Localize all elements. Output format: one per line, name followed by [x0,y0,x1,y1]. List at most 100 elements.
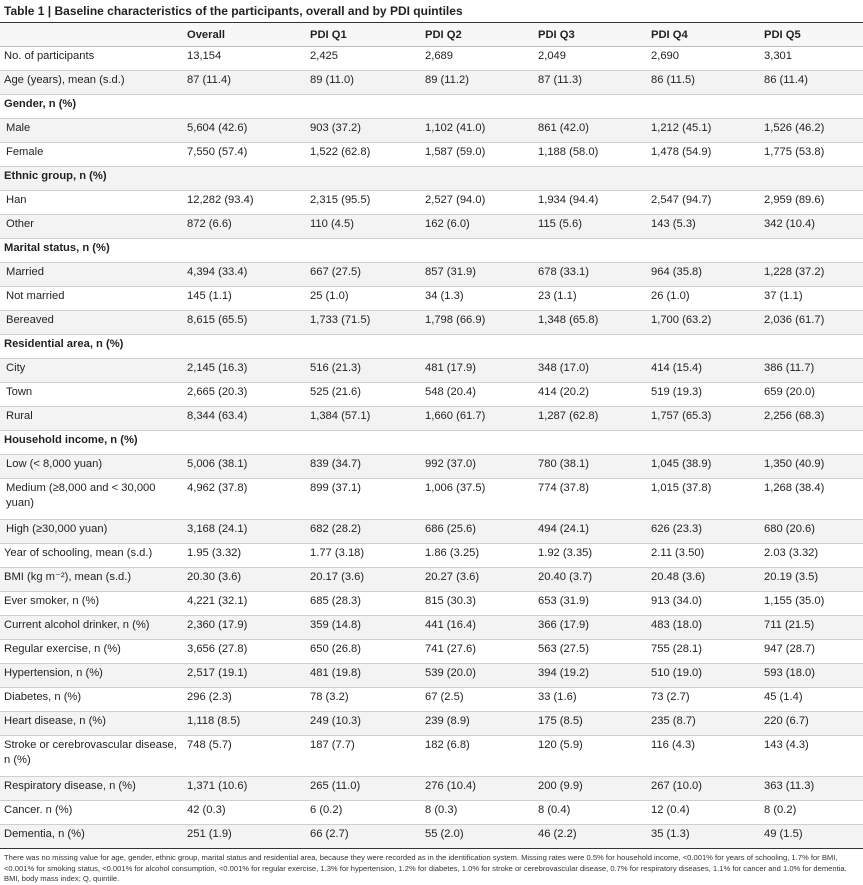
table-cell: 33 (1.6) [534,687,647,712]
table-cell: 120 (5.9) [534,735,647,777]
table-cell: 1,212 (45.1) [647,118,760,143]
table-cell: 593 (18.0) [760,663,863,688]
table-cell: 200 (9.9) [534,776,647,801]
table-cell: 1.92 (3.35) [534,543,647,568]
row-label: Rural [0,406,183,431]
table-cell: 13,154 [183,46,306,71]
table-cell: 6 (0.2) [306,800,421,825]
row-label: Age (years), mean (s.d.) [0,70,183,95]
table-cell: 1,348 (65.8) [534,310,647,335]
table-cell: 1.86 (3.25) [421,543,534,568]
table-cell [534,166,647,191]
table-cell: 8,615 (65.5) [183,310,306,335]
table-cell: 1,526 (46.2) [760,118,863,143]
table-cell [306,430,421,455]
table-cell [760,430,863,455]
table-cell: 516 (21.3) [306,358,421,383]
table-cell: 839 (34.7) [306,454,421,479]
table-cell: 1.77 (3.18) [306,543,421,568]
table-cell: 414 (20.2) [534,382,647,407]
table-cell: 145 (1.1) [183,286,306,311]
table-cell: 45 (1.4) [760,687,863,712]
header-cell: PDI Q2 [421,23,534,47]
table-cell: 1,700 (63.2) [647,310,760,335]
table-cell: 2,959 (89.6) [760,190,863,215]
table-row: High (≥30,000 yuan) 3,168 (24.1) 682 (28.2… [0,519,863,544]
table-cell: 251 (1.9) [183,824,306,848]
table-cell: 1,733 (71.5) [306,310,421,335]
table-cell: 143 (5.3) [647,214,760,239]
table-cell: 2,665 (20.3) [183,382,306,407]
table-cell: 1,798 (66.9) [421,310,534,335]
table-cell: 20.30 (3.6) [183,567,306,592]
table-cell: 659 (20.0) [760,382,863,407]
table-row: Female 7,550 (57.4) 1,522 (62.8) 1,587 (59.… [0,142,863,167]
row-label: Han [0,190,183,215]
table-cell [534,430,647,455]
table-cell [183,238,306,263]
table-row: City 2,145 (16.3) 516 (21.3) 481 (17.9) 348 … [0,358,863,383]
table-cell: 774 (37.8) [534,478,647,520]
table-cell [421,238,534,263]
table-cell: 1,155 (35.0) [760,591,863,616]
table-cell: 23 (1.1) [534,286,647,311]
table-row: Town 2,665 (20.3) 525 (21.6) 548 (20.4) 414 … [0,382,863,407]
table-row: Married 4,394 (33.4) 667 (27.5) 857 (31.9) 6… [0,262,863,287]
table-cell: 748 (5.7) [183,735,306,777]
table-cell: 363 (11.3) [760,776,863,801]
table-cell: 483 (18.0) [647,615,760,640]
table-row: Regular exercise, n (%) 3,656 (27.8) 650 (… [0,639,863,664]
table-footnote: There was no missing value for age, gend… [0,848,863,885]
table-cell: 162 (6.0) [421,214,534,239]
table-cell: 1.95 (3.32) [183,543,306,568]
table-row: Bereaved 8,615 (65.5) 1,733 (71.5) 1,798 (6… [0,310,863,335]
table-cell: 650 (26.8) [306,639,421,664]
table-cell [647,238,760,263]
row-label: Heart disease, n (%) [0,711,183,736]
table-cell: 1,775 (53.8) [760,142,863,167]
table-row: Male 5,604 (42.6) 903 (37.2) 1,102 (41.0) 86… [0,118,863,143]
table-cell: 42 (0.3) [183,800,306,825]
header-cell: Overall [183,23,306,47]
table-cell: 267 (10.0) [647,776,760,801]
table-cell: 87 (11.4) [183,70,306,95]
table-cell: 115 (5.6) [534,214,647,239]
table-cell: 2,256 (68.3) [760,406,863,431]
row-label: Ethnic group, n (%) [0,166,183,191]
table-cell: 5,604 (42.6) [183,118,306,143]
header-cell: PDI Q1 [306,23,421,47]
table-cell: 55 (2.0) [421,824,534,848]
table-figure: Table 1 | Baseline characteristics of th… [0,4,863,883]
table-cell: 26 (1.0) [647,286,760,311]
table-cell [647,166,760,191]
table-cell: 872 (6.6) [183,214,306,239]
table-cell: 2,547 (94.7) [647,190,760,215]
table-cell: 680 (20.6) [760,519,863,544]
table-cell: 2,690 [647,46,760,71]
table-cell: 49 (1.5) [760,824,863,848]
table-row: Ever smoker, n (%) 4,221 (32.1) 685 (28.3)… [0,591,863,616]
table-row: Other 872 (6.6) 110 (4.5) 162 (6.0) 115 (5.6… [0,214,863,239]
row-label: City [0,358,183,383]
table-cell: 2,036 (61.7) [760,310,863,335]
table-cell: 857 (31.9) [421,262,534,287]
table-cell: 116 (4.3) [647,735,760,777]
table-cell: 1,384 (57.1) [306,406,421,431]
table-cell: 414 (15.4) [647,358,760,383]
table-cell: 1,587 (59.0) [421,142,534,167]
table-cell [306,238,421,263]
table-cell: 685 (28.3) [306,591,421,616]
table-cell: 187 (7.7) [306,735,421,777]
table-cell: 87 (11.3) [534,70,647,95]
table-cell: 964 (35.8) [647,262,760,287]
table-cell: 1,350 (40.9) [760,454,863,479]
row-label: Hypertension, n (%) [0,663,183,688]
table-cell: 1,228 (37.2) [760,262,863,287]
table-cell: 8 (0.2) [760,800,863,825]
table-cell: 342 (10.4) [760,214,863,239]
table-cell: 239 (8.9) [421,711,534,736]
table-cell: 815 (30.3) [421,591,534,616]
section-row: Ethnic group, n (%) [0,166,863,191]
table-cell: 992 (37.0) [421,454,534,479]
table-row: Age (years), mean (s.d.) 87 (11.4) 89 (11.… [0,70,863,95]
